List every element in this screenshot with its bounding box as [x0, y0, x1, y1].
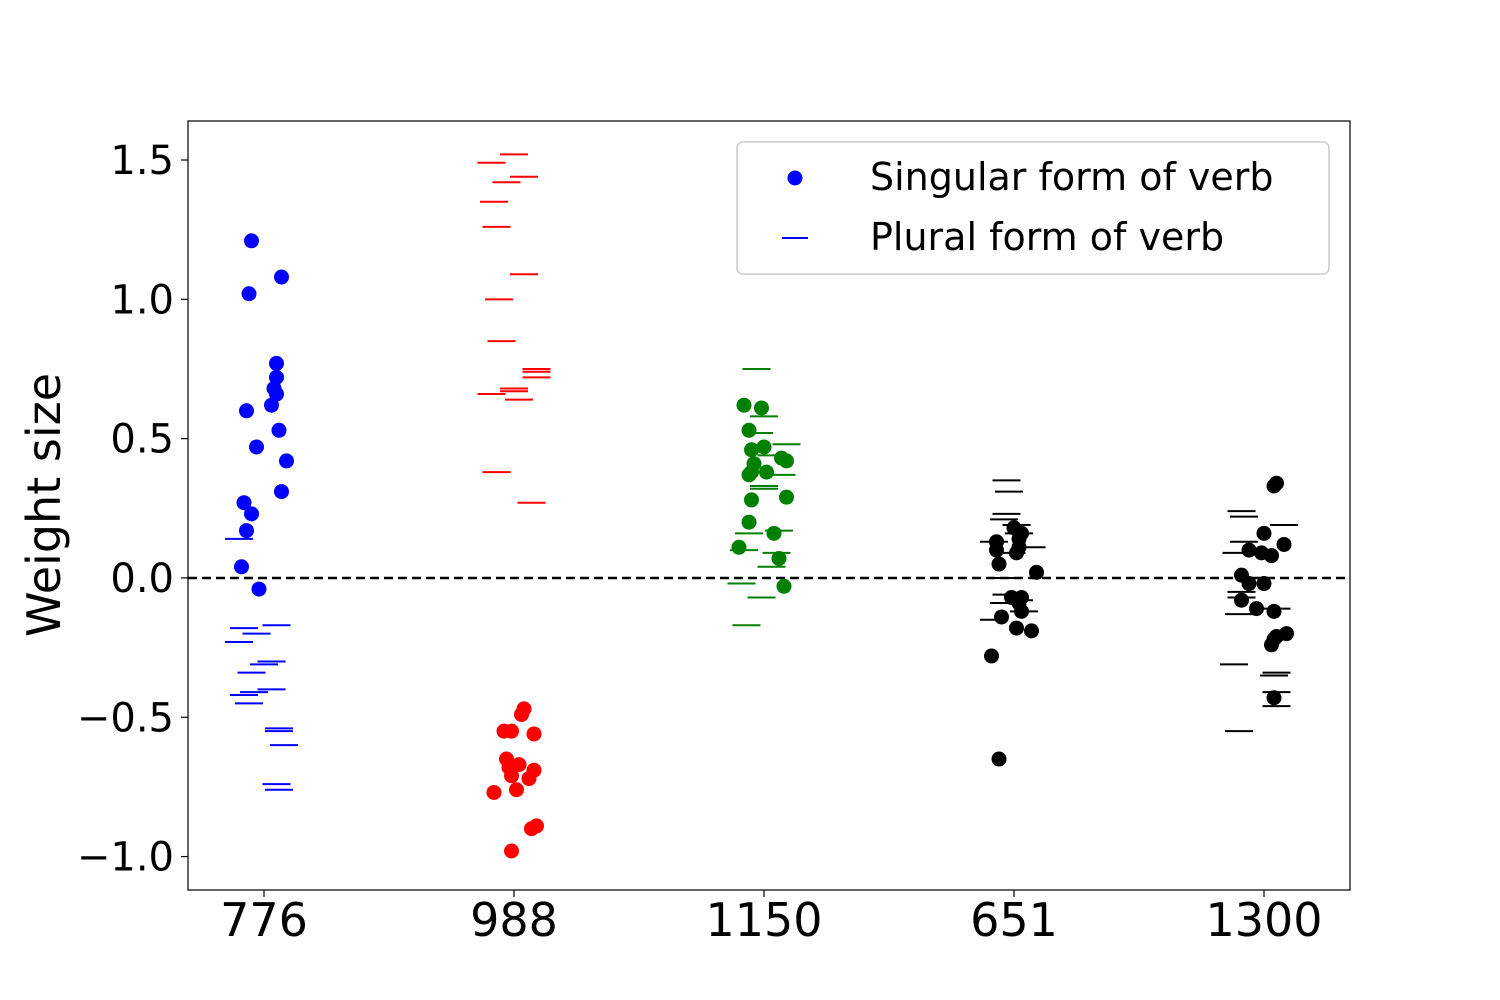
singular-point: [1266, 478, 1282, 494]
singular-point: [504, 723, 519, 739]
singular-point: [486, 784, 502, 800]
singular-point: [236, 495, 252, 511]
singular-point: [1264, 548, 1279, 564]
singular-point: [779, 489, 794, 505]
singular-point: [239, 403, 254, 419]
singular-point: [244, 233, 259, 249]
singular-point: [274, 269, 289, 285]
singular-point: [279, 453, 294, 469]
singular-point: [504, 768, 519, 784]
singular-point: [756, 439, 772, 455]
singular-point: [766, 525, 782, 541]
group-776: [225, 233, 298, 791]
singular-point: [1256, 525, 1272, 541]
singular-point: [991, 556, 1007, 572]
singular-point: [1241, 576, 1257, 592]
singular-point: [741, 514, 757, 530]
group-651: [980, 479, 1046, 767]
y-tick-label: −1.0: [77, 835, 174, 881]
singular-point: [526, 726, 542, 742]
singular-point: [249, 439, 264, 455]
legend-singular-marker: [787, 170, 803, 186]
singular-point: [776, 578, 792, 594]
singular-point: [731, 539, 747, 555]
singular-point: [274, 484, 289, 500]
singular-point: [241, 286, 257, 302]
singular-point: [514, 706, 529, 722]
singular-point: [779, 453, 794, 469]
singular-point: [239, 523, 254, 539]
legend-singular-label: Singular form of verb: [870, 155, 1274, 199]
legend-plural-label: Plural form of verb: [870, 215, 1224, 259]
singular-point: [234, 559, 249, 575]
group-1150: [727, 367, 801, 627]
singular-point: [1234, 592, 1249, 608]
singular-point: [984, 648, 999, 664]
singular-point: [504, 843, 519, 859]
singular-point: [244, 506, 259, 522]
singular-point: [989, 542, 1004, 558]
singular-point: [1014, 603, 1029, 619]
singular-point: [1264, 637, 1279, 653]
singular-point: [524, 821, 539, 837]
singular-point: [1276, 537, 1292, 553]
y-axis-label: Weight size: [17, 373, 71, 637]
singular-point: [771, 550, 787, 566]
singular-point: [1029, 564, 1044, 580]
singular-point: [1009, 545, 1024, 561]
singular-point: [271, 422, 287, 438]
data-marks: [225, 153, 1298, 859]
singular-point: [994, 609, 1009, 625]
x-tick-label: 988: [470, 893, 558, 947]
singular-point: [1249, 601, 1264, 617]
singular-point: [744, 492, 759, 508]
y-tick-label: 0.5: [110, 417, 174, 463]
singular-point: [759, 464, 774, 480]
y-tick-label: 1.0: [110, 277, 174, 323]
x-tick-label: 1300: [1205, 893, 1322, 947]
singular-point: [744, 442, 759, 458]
plot-frame: [187, 120, 1351, 891]
singular-point: [264, 397, 279, 413]
x-tick-label: 776: [220, 893, 308, 947]
x-tick-label: 651: [970, 893, 1058, 947]
singular-point: [509, 782, 524, 798]
singular-point: [741, 422, 757, 438]
y-tick-label: −0.5: [77, 695, 174, 741]
singular-point: [1266, 690, 1282, 706]
singular-point: [1256, 576, 1272, 592]
y-axis: 1.5 1.0 0.5 0.0 −0.5 −1.0: [77, 138, 188, 881]
singular-point: [1266, 603, 1282, 619]
group-1300: [1220, 475, 1298, 733]
legend-box: [736, 141, 1330, 275]
legend: Singular form of verb Plural form of ver…: [736, 141, 1330, 275]
group-988: [477, 153, 551, 859]
x-axis: 776 988 1150 651 1300: [220, 890, 1323, 947]
singular-point: [991, 751, 1007, 767]
x-tick-label: 1150: [705, 893, 822, 947]
singular-point: [1241, 542, 1257, 558]
singular-point: [521, 771, 537, 787]
singular-point: [1009, 620, 1024, 636]
y-tick-label: 0.0: [110, 556, 174, 602]
singular-point: [1024, 623, 1039, 639]
singular-point: [269, 355, 284, 371]
singular-point: [251, 581, 267, 597]
singular-point: [736, 397, 752, 413]
singular-point: [741, 467, 757, 483]
y-tick-label: 1.5: [110, 138, 174, 184]
singular-point: [754, 400, 769, 416]
